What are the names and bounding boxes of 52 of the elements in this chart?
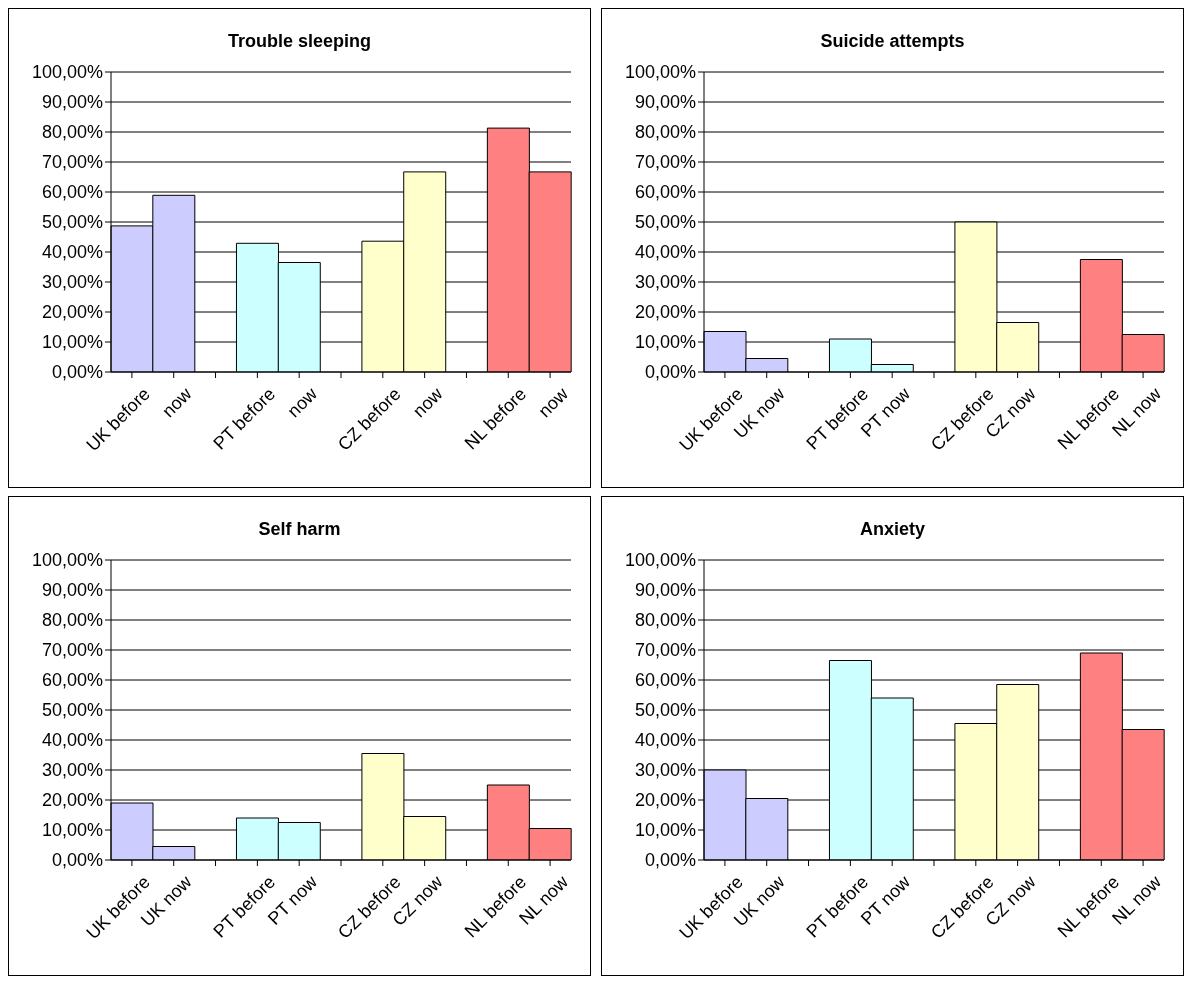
y-tick-label: 80,00% (634, 610, 696, 631)
y-tick-label: 20,00% (634, 302, 696, 323)
y-tick-label: 50,00% (634, 212, 696, 233)
y-tick-label: 0,00% (644, 850, 696, 871)
y-tick-label: 80,00% (41, 122, 103, 143)
y-tick-label: 60,00% (41, 182, 103, 203)
chart-title: Self harm (257, 519, 342, 540)
y-tick-label: 70,00% (634, 152, 696, 173)
y-tick-label: 0,00% (51, 850, 103, 871)
y-tick-label: 100,00% (624, 550, 696, 571)
chart-title: Anxiety (859, 519, 926, 540)
y-tick-label: 70,00% (634, 640, 696, 661)
y-tick-label: 90,00% (41, 92, 103, 113)
x-tick-label: now (409, 383, 448, 422)
y-tick-label: 70,00% (41, 152, 103, 173)
y-tick-label: 60,00% (634, 670, 696, 691)
y-tick-label: 80,00% (634, 122, 696, 143)
y-tick-label: 40,00% (634, 242, 696, 263)
y-tick-label: 100,00% (31, 550, 103, 571)
y-tick-label: 50,00% (41, 700, 103, 721)
y-tick-label: 20,00% (634, 790, 696, 811)
y-tick-label: 60,00% (41, 670, 103, 691)
y-tick-label: 50,00% (41, 212, 103, 233)
y-tick-label: 90,00% (41, 580, 103, 601)
y-tick-label: 100,00% (31, 62, 103, 83)
x-tick-label: now (158, 383, 197, 422)
y-tick-label: 40,00% (41, 730, 103, 751)
y-tick-label: 70,00% (41, 640, 103, 661)
chart-title: Suicide attempts (819, 31, 966, 52)
y-tick-label: 10,00% (41, 820, 103, 841)
y-tick-label: 90,00% (634, 92, 696, 113)
x-tick-label: now (534, 383, 573, 422)
y-tick-label: 40,00% (634, 730, 696, 751)
chart-title: Trouble sleeping (227, 31, 372, 52)
y-tick-label: 20,00% (41, 302, 103, 323)
y-tick-label: 90,00% (634, 580, 696, 601)
y-tick-label: 0,00% (644, 362, 696, 383)
y-tick-label: 30,00% (634, 760, 696, 781)
y-tick-label: 50,00% (634, 700, 696, 721)
y-tick-label: 10,00% (41, 332, 103, 353)
y-tick-label: 100,00% (624, 62, 696, 83)
y-tick-label: 30,00% (634, 272, 696, 293)
y-tick-label: 0,00% (51, 362, 103, 383)
y-tick-label: 10,00% (634, 332, 696, 353)
y-tick-label: 60,00% (634, 182, 696, 203)
y-tick-label: 10,00% (634, 820, 696, 841)
y-tick-label: 40,00% (41, 242, 103, 263)
y-tick-label: 80,00% (41, 610, 103, 631)
y-tick-label: 30,00% (41, 272, 103, 293)
y-tick-label: 20,00% (41, 790, 103, 811)
x-tick-label: now (283, 383, 322, 422)
y-tick-label: 30,00% (41, 760, 103, 781)
